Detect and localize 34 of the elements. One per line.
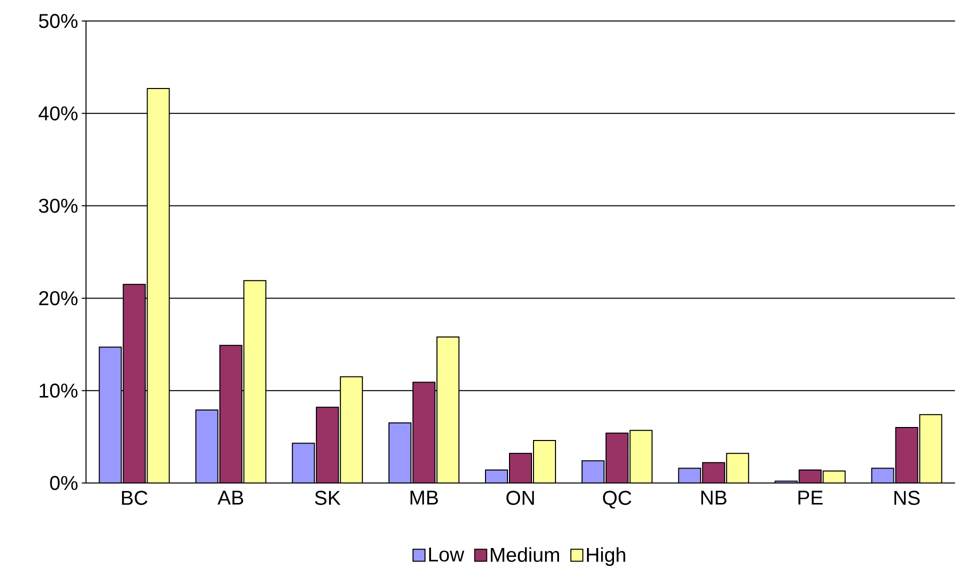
bar [895,427,918,483]
bar [630,430,653,483]
x-tick-label: MB [410,490,438,505]
legend-label: Medium [490,547,560,562]
bar [436,336,460,483]
bar [219,344,242,483]
y-tick-label: 40% [38,106,78,120]
bar [606,432,629,483]
bar [412,382,436,483]
y-tick-label: 0% [50,476,78,490]
bar [509,452,532,483]
x-tick-label: NB [701,490,726,505]
x-tick-label: QC [602,490,632,509]
legend-label: Low [429,548,464,562]
bar [316,406,339,483]
bar [243,280,266,483]
x-tick-label: ON [506,490,534,505]
x-tick-label: AB [218,490,244,505]
x-tick-label: PE [798,490,823,505]
bar [146,88,170,483]
y-tick-label: 30% [38,198,78,213]
bar [340,376,363,483]
y-tick-label: 10% [40,384,78,398]
x-tick-label: BC [122,490,148,505]
bar [919,414,942,483]
x-tick-label: NS [894,490,920,505]
x-tick-label: SK [314,490,341,505]
bar [533,440,556,483]
bar [122,284,146,483]
y-tick-label: 50% [38,14,78,28]
legend-label: High [586,547,626,566]
y-tick-label: 20% [39,291,78,306]
bar [702,462,726,483]
bar [726,452,750,483]
